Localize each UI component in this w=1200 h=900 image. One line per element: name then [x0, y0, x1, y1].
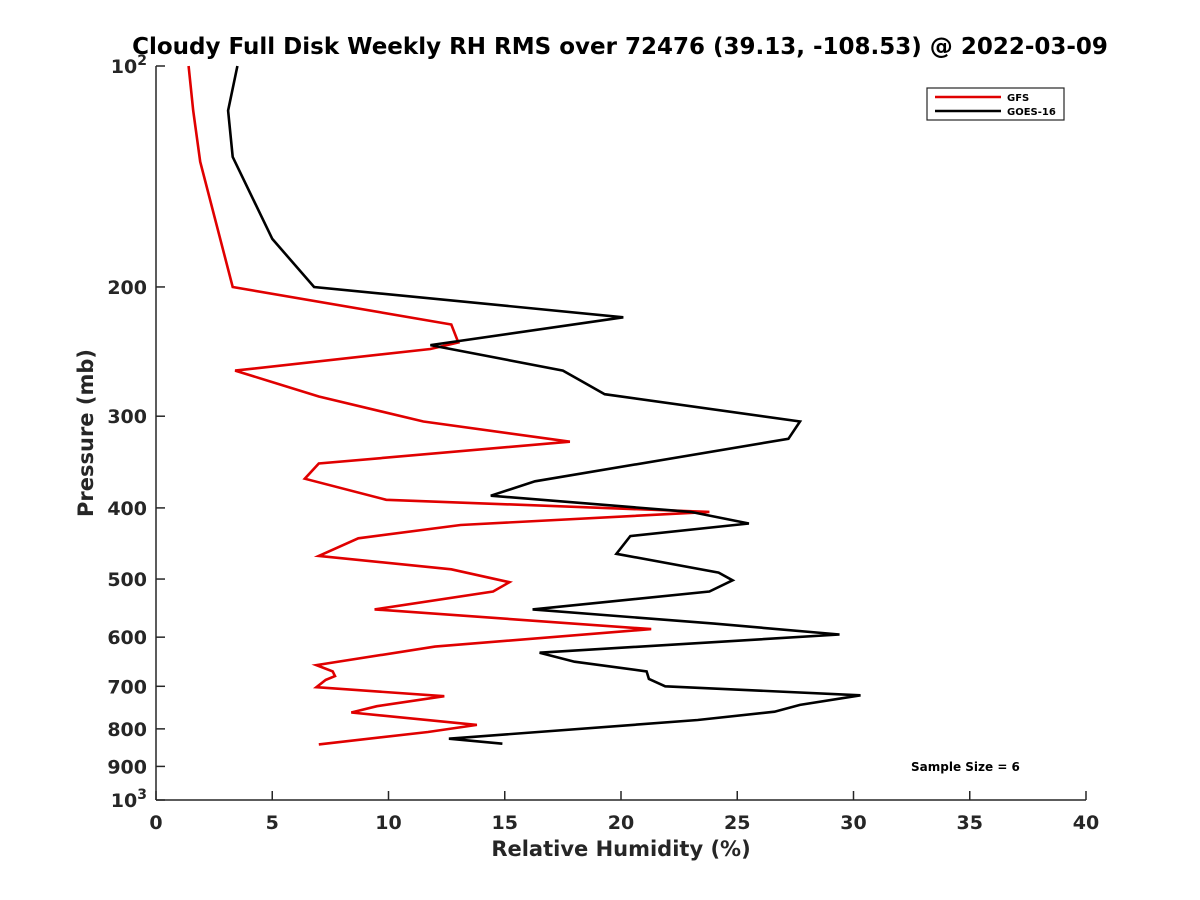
y-tick-label: 800 — [107, 719, 147, 741]
x-tick-label: 5 — [266, 812, 279, 834]
x-tick-label: 40 — [1073, 812, 1099, 834]
x-ticks: 0 5 10 15 20 25 30 35 40 — [149, 791, 1099, 834]
y-tick-label: 900 — [107, 756, 147, 778]
series-line-gfs — [187, 65, 710, 746]
x-tick-label: 10 — [375, 812, 401, 834]
x-tick-label: 20 — [608, 812, 634, 834]
legend-box — [926, 87, 1065, 121]
legend: GFS GOES-16 — [926, 87, 1065, 121]
x-tick-label: 35 — [957, 812, 983, 834]
y-tick-label: 102 — [111, 53, 147, 78]
y-tick-label: 700 — [107, 676, 147, 698]
x-tick-label: 15 — [492, 812, 518, 834]
x-tick-label: 30 — [840, 812, 866, 834]
x-tick-label: 25 — [724, 812, 750, 834]
y-tick-label: 500 — [107, 569, 147, 591]
y-tick-label: 103 — [111, 787, 147, 812]
legend-label-goes16: GOES-16 — [1007, 107, 1056, 118]
y-tick-label: 600 — [107, 627, 147, 649]
y-tick-label: 300 — [107, 406, 147, 428]
y-ticks: 102 200 300 400 500 600 700 800 900 103 — [107, 53, 165, 812]
y-tick-label: 400 — [107, 498, 147, 520]
series-layer — [187, 65, 861, 746]
series-line-goes16 — [226, 65, 861, 745]
y-tick-label: 200 — [107, 277, 147, 299]
y-axis-label: Pressure (mb) — [74, 349, 98, 517]
x-tick-label: 0 — [149, 812, 162, 834]
legend-label-gfs: GFS — [1007, 93, 1029, 104]
chart-title: Cloudy Full Disk Weekly RH RMS over 7247… — [132, 34, 1108, 60]
sample-size-annotation: Sample Size = 6 — [911, 760, 1020, 774]
x-axis-label: Relative Humidity (%) — [491, 837, 750, 861]
